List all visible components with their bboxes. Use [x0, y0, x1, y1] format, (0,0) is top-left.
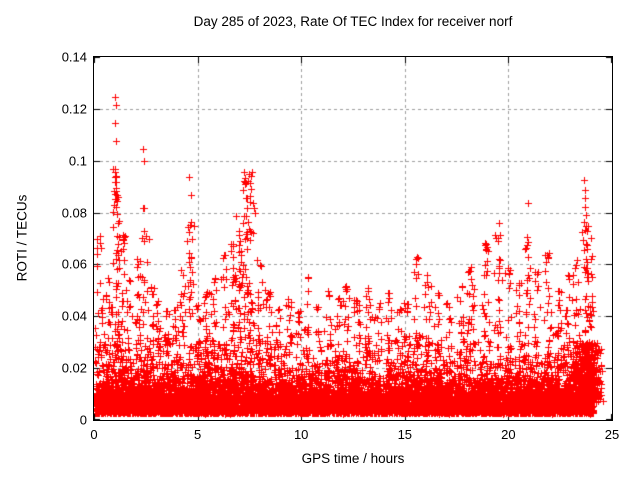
x-axis-label: GPS time / hours	[301, 451, 405, 466]
y-tick-label: 0.1	[68, 153, 87, 169]
y-tick-label: 0.02	[61, 360, 87, 376]
x-tick-label: 15	[397, 427, 413, 442]
y-tick-label: 0	[79, 412, 87, 428]
y-tick-label: 0.12	[61, 101, 87, 117]
scatter-plot-canvas	[94, 57, 612, 420]
x-tick-label: 5	[193, 427, 202, 442]
y-tick-label: 0.06	[61, 256, 87, 272]
y-tick-label: 0.14	[61, 49, 87, 65]
y-tick-label: 0.04	[61, 308, 87, 324]
x-tick-label: 25	[604, 427, 620, 442]
x-tick-label: 20	[501, 427, 516, 442]
x-tick-label: 10	[293, 427, 309, 442]
y-tick-label: 0.08	[61, 205, 87, 221]
chart-title: Day 285 of 2023, Rate Of TEC Index for r…	[193, 14, 513, 29]
y-axis-label-text: ROTI / TECUs	[14, 194, 30, 282]
x-tick-label: 0	[90, 427, 98, 442]
